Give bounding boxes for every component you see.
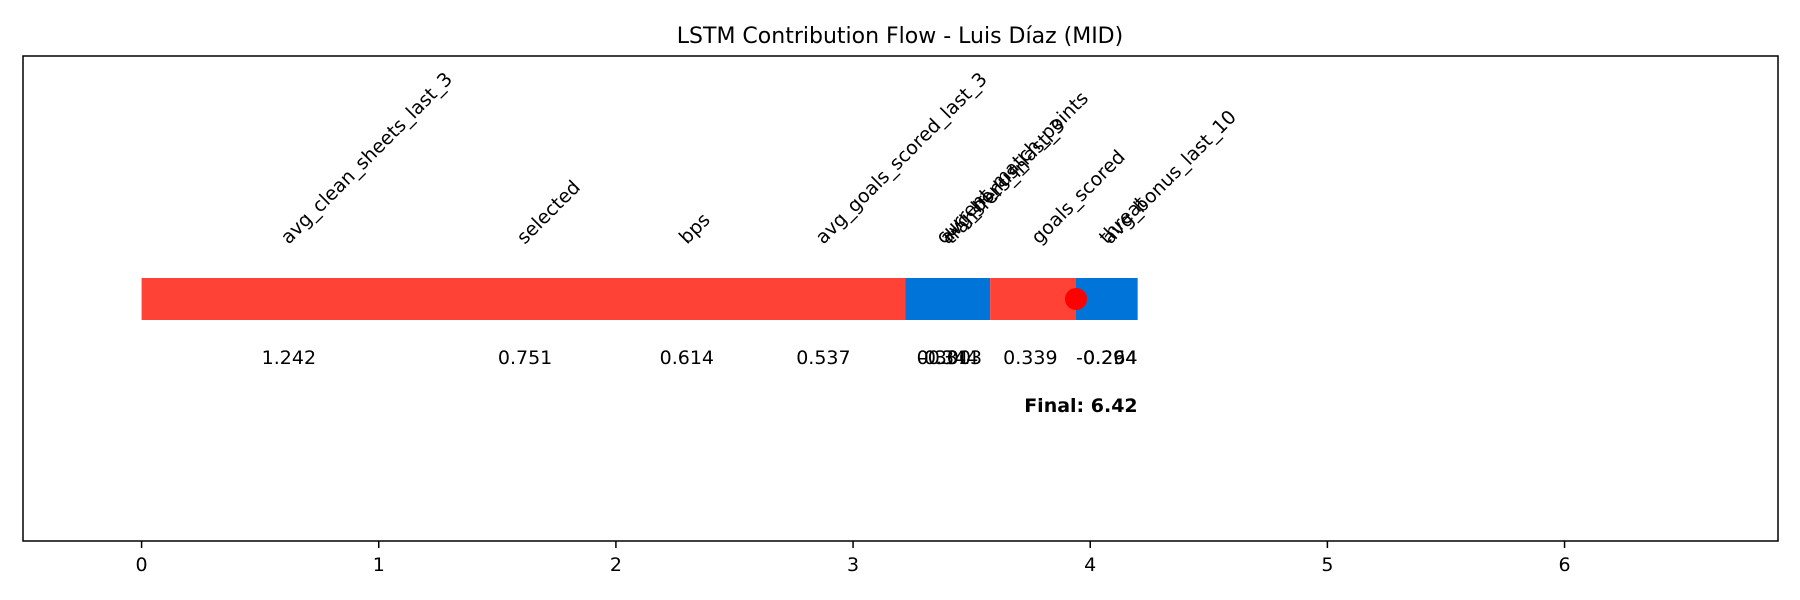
value-label: 0.537	[796, 347, 850, 369]
x-tick-label: 4	[1084, 554, 1096, 576]
value-label: 1.242	[262, 347, 316, 369]
value-labels: 1.242 0.751 0.614 0.537 0.300-0.344-0.313 0.3…	[262, 347, 1138, 369]
x-tick-label: 0	[136, 554, 148, 576]
contribution-bar-1	[905, 278, 991, 320]
value-label: 0.614	[660, 347, 714, 369]
final-score-label: Final: 6.42	[1024, 395, 1137, 417]
plot-frame	[22, 55, 1779, 542]
x-tick-label: 5	[1321, 554, 1333, 576]
feature-label: transfers_in	[939, 154, 1034, 249]
value-label: -0.294	[1076, 347, 1137, 369]
x-tick-label: 3	[847, 554, 859, 576]
x-tick-label: 6	[1559, 554, 1571, 576]
value-label: 0.300	[917, 347, 971, 369]
contribution-bar-2	[990, 278, 1076, 320]
feature-label: selected	[513, 176, 585, 248]
x-axis: 0 1 2 3 4 5 6	[136, 541, 1571, 576]
final-label-layer: Final: 6.42	[1024, 395, 1137, 417]
feature-label: threat	[1095, 192, 1151, 248]
x-tick-label: 1	[373, 554, 385, 576]
marker-layer	[1065, 288, 1087, 310]
x-tick-label: 2	[610, 554, 622, 576]
value-label: 0.751	[498, 347, 552, 369]
feature-label: avg_clean_sheets_last_3	[277, 68, 457, 248]
feature-label: bps	[675, 209, 715, 249]
feature-labels: avg_clean_sheets_last_3 selected bps avg_go…	[277, 68, 1241, 248]
value-label: 0.339	[1003, 347, 1057, 369]
final-position-marker	[1065, 288, 1087, 310]
contribution-bars	[141, 278, 1138, 320]
contribution-bar-0	[141, 278, 906, 320]
value-label: -0.313	[921, 347, 982, 369]
value-label: 0.264	[1083, 347, 1137, 369]
chart-title: LSTM Contribution Flow - Luis Díaz (MID)	[677, 24, 1123, 49]
value-label: -0.344	[917, 347, 978, 369]
